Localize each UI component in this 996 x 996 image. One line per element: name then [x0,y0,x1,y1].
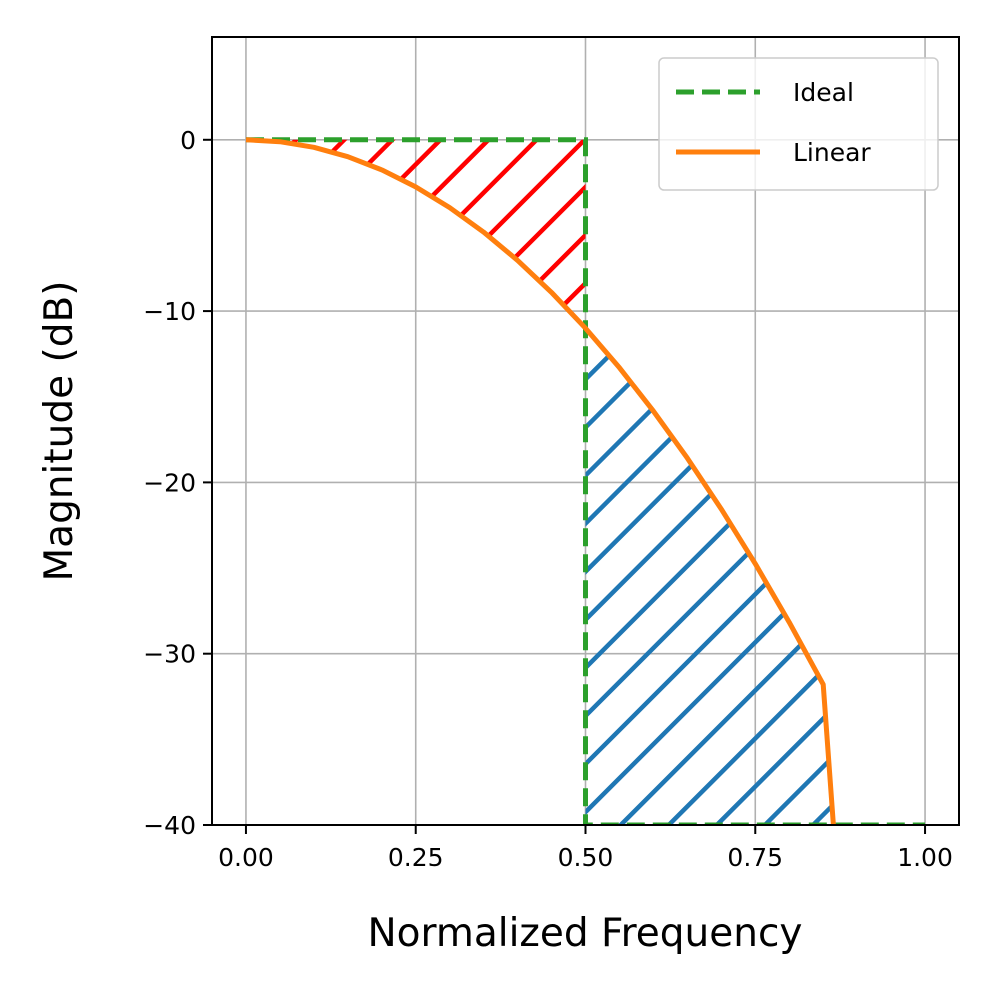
x-tick-label: 0.25 [388,843,444,872]
legend: Ideal Linear [658,57,939,191]
stopband-error-region [585,328,834,825]
y-tick-label: 0 [180,126,196,155]
y-axis-title: Magnitude (dB) [37,281,82,582]
legend-ideal-label: Ideal [793,78,854,107]
x-tick-label: 1.00 [897,843,953,872]
x-axis-ticks: 0.00 0.25 0.50 0.75 1.00 [218,825,953,872]
x-axis-title: Normalized Frequency [367,911,802,956]
x-tick-label: 0.50 [558,843,614,872]
y-tick-label: −20 [143,468,196,497]
x-tick-label: 0.00 [218,843,274,872]
y-tick-label: −10 [143,297,196,326]
y-axis-ticks: 0 −10 −20 −30 −40 [143,126,212,840]
y-tick-label: −40 [143,811,196,840]
linear-series-line [245,137,836,825]
ideal-series-line [246,137,925,825]
x-tick-label: 0.75 [727,843,783,872]
y-tick-label: −30 [143,640,196,669]
passband-error-region [245,139,586,329]
legend-linear-label: Linear [793,138,871,167]
